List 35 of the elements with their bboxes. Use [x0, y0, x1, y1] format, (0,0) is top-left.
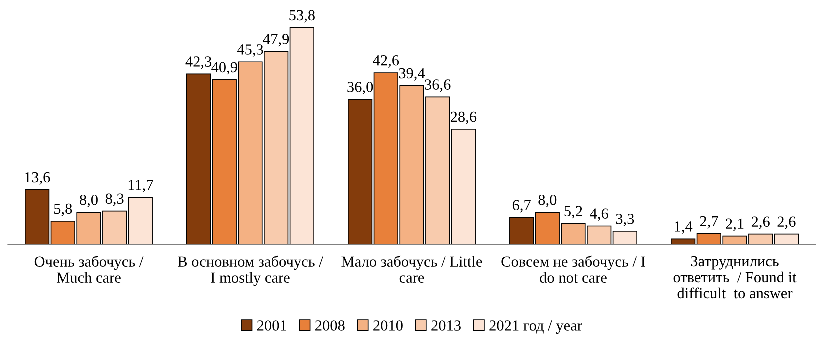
data-label: 3,3: [616, 214, 634, 226]
data-label: 36,6: [425, 80, 451, 92]
data-label: 2,6: [752, 216, 770, 230]
data-label: 40,9: [212, 62, 238, 75]
legend-label: 2021 год / year: [490, 320, 582, 334]
x-tick-label: В основном забочусь / I mostly care: [178, 256, 324, 286]
x-tick-label: Очень забочусь / Much care: [34, 256, 144, 284]
data-label: 45,3: [237, 44, 264, 58]
data-label: 5,2: [564, 206, 582, 219]
legend-label: 2010: [374, 320, 403, 331]
data-label: 5,8: [54, 204, 72, 216]
data-label: 6,7: [512, 200, 531, 213]
data-label: 28,6: [450, 112, 477, 124]
x-tick-label: Мало забочусь / Little care: [342, 256, 482, 284]
data-label: 8,0: [538, 194, 557, 208]
data-label: 11,7: [128, 180, 154, 193]
legend-label: 2001: [257, 320, 286, 331]
legend-label: 2013: [432, 320, 461, 331]
data-label: 39,4: [399, 68, 426, 81]
data-label: 42,6: [373, 55, 400, 68]
x-tick-label: Затруднились ответить / Found it difficult to answer: [674, 256, 797, 299]
data-label: 8,3: [106, 194, 124, 206]
data-label: 8,0: [80, 194, 98, 208]
data-label: 42,3: [186, 56, 212, 70]
data-label: 2,6: [778, 216, 796, 230]
data-label: 2,7: [700, 216, 718, 229]
legend-label: 2008: [316, 320, 345, 331]
data-label: 2,1: [726, 218, 744, 232]
x-tick-label: Совсем не забочусь / I do not care: [502, 256, 646, 284]
data-label: 36,0: [348, 82, 374, 95]
data-label: 4,6: [590, 208, 608, 222]
data-label: 47,9: [263, 34, 290, 47]
data-label: 53,8: [290, 10, 315, 23]
data-label: 1,4: [675, 222, 693, 234]
data-label: 13,6: [25, 172, 50, 185]
